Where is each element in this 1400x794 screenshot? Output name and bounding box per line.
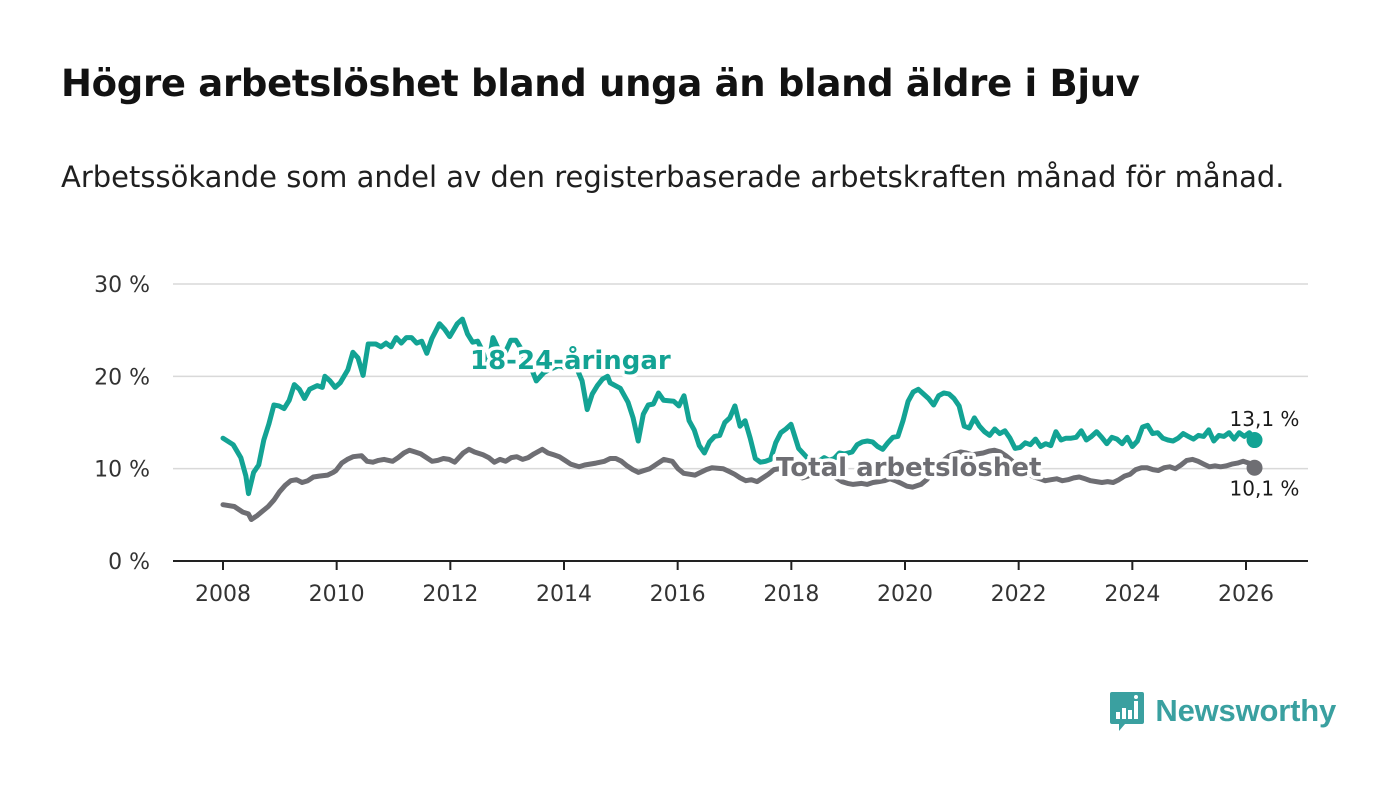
brand-logo: Newsworthy bbox=[1109, 690, 1336, 732]
x-tick-label: 2008 bbox=[195, 582, 251, 607]
series-label: 18-24-åringar bbox=[470, 344, 671, 376]
x-tick-label: 2024 bbox=[1104, 582, 1160, 607]
series-end-point bbox=[1246, 432, 1263, 449]
series-label: Total arbetslöshet bbox=[776, 453, 1041, 483]
y-tick-label: 30 % bbox=[94, 273, 150, 298]
y-tick-label: 0 % bbox=[108, 550, 150, 575]
x-tick-label: 2020 bbox=[877, 582, 933, 607]
x-tick-label: 2026 bbox=[1218, 582, 1274, 607]
chart-subtitle: Arbetssökande som andel av den registerb… bbox=[61, 160, 1285, 194]
x-tick-label: 2018 bbox=[763, 582, 819, 607]
x-tick-label: 2014 bbox=[536, 582, 592, 607]
brand-name: Newsworthy bbox=[1155, 693, 1336, 728]
x-tick-label: 2012 bbox=[422, 582, 478, 607]
series-line bbox=[220, 316, 1257, 497]
series-label-halo: Total arbetslöshet bbox=[776, 453, 1041, 483]
series-end-point bbox=[1246, 459, 1263, 476]
series-line bbox=[220, 446, 1257, 522]
end-value-label: 13,1 % bbox=[1230, 407, 1300, 431]
y-tick-label: 20 % bbox=[94, 365, 150, 390]
chart-title: Högre arbetslöshet bland unga än bland ä… bbox=[61, 62, 1140, 105]
x-tick-label: 2016 bbox=[650, 582, 706, 607]
x-tick-label: 2022 bbox=[991, 582, 1047, 607]
x-tick-label: 2010 bbox=[309, 582, 365, 607]
end-value-label: 10,1 % bbox=[1230, 477, 1300, 501]
series-layer bbox=[220, 316, 1263, 522]
newsworthy-logo-icon bbox=[1110, 692, 1145, 731]
y-tick-label: 10 % bbox=[94, 458, 150, 483]
grid-layer: 0 % 10 % 20 % 30 % 2008 2010 2012 2014 2016 2018 2… bbox=[94, 273, 1308, 607]
series-label-halo: 18-24-åringar bbox=[470, 344, 671, 376]
